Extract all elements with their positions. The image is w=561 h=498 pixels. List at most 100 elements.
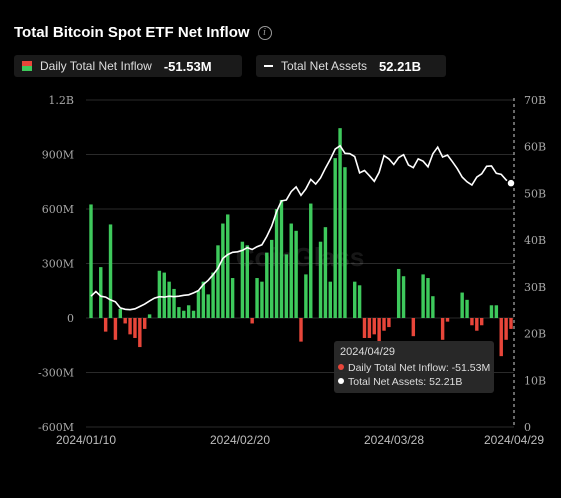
inflow-bar	[103, 318, 108, 332]
inflow-bar	[250, 318, 254, 324]
left-tick-label: 0	[67, 312, 74, 325]
inflow-bar	[133, 318, 137, 338]
inflow-bar	[196, 290, 201, 318]
inflow-bar	[182, 310, 186, 318]
x-axis: 2024/01/10 2024/02/20 2024/03/28 2024/04/29	[56, 433, 544, 447]
tooltip: 2024/04/29 Daily Total Net Inflow: -51.5…	[334, 341, 494, 393]
inflow-bar	[206, 294, 210, 318]
hover-point	[506, 178, 516, 188]
right-tick-label: 20B	[524, 328, 546, 341]
inflow-bar	[362, 318, 367, 338]
inflow-bar	[123, 318, 127, 324]
inflow-bar	[494, 305, 499, 318]
inflow-bar	[445, 318, 450, 322]
inflow-bar	[284, 254, 289, 318]
tooltip-inflow: Daily Total Net Inflow: -51.53M	[348, 362, 490, 374]
x-tick-label: 2024/04/29	[484, 433, 544, 447]
inflow-bar	[426, 278, 430, 318]
left-tick-label: -300M	[38, 367, 74, 380]
inflow-bar	[201, 281, 206, 318]
inflow-bar	[377, 318, 381, 344]
inflow-bar	[338, 128, 342, 318]
inflow-bar	[274, 209, 279, 318]
inflow-bar	[504, 318, 508, 340]
right-tick-label: 30B	[524, 281, 546, 294]
legend-inflow[interactable]: Daily Total Net Inflow -51.53M	[14, 55, 242, 77]
right-tick-label: 50B	[524, 187, 546, 200]
tooltip-assets: Total Net Assets: 52.21B	[348, 376, 462, 388]
inflow-bar	[245, 245, 249, 318]
inflow-bar	[460, 292, 464, 318]
right-tick-label: 10B	[524, 374, 546, 387]
inflow-bar	[479, 318, 484, 326]
inflow-bar	[172, 288, 176, 318]
right-tick-label: 60B	[524, 141, 546, 154]
x-tick-label: 2024/01/10	[56, 433, 116, 447]
x-tick-label: 2024/03/28	[364, 433, 424, 447]
inflow-bar	[475, 318, 479, 331]
inflow-bar	[157, 270, 162, 318]
left-tick-label: 300M	[42, 258, 74, 271]
inflow-bar	[343, 167, 347, 318]
inflow-bar	[357, 285, 362, 318]
inflow-bars	[89, 128, 513, 357]
inflow-bar	[367, 318, 372, 338]
inflow-bar	[240, 241, 245, 318]
inflow-bar	[289, 223, 293, 318]
left-tick-label: -600M	[38, 421, 74, 434]
inflow-bar	[108, 224, 113, 318]
inflow-bar	[294, 230, 298, 318]
inflow-swatch-icon	[22, 61, 32, 71]
tooltip-date: 2024/04/29	[340, 346, 395, 358]
chart-title: Total Bitcoin Spot ETF Net Inflow	[14, 24, 250, 41]
left-tick-label: 600M	[42, 203, 74, 216]
inflow-bar	[265, 252, 269, 318]
left-tick-label: 1.2B	[48, 94, 74, 107]
inflow-bar	[279, 199, 284, 318]
inflow-bar	[191, 310, 196, 318]
inflow-bar	[353, 281, 357, 318]
inflow-bar	[382, 318, 386, 331]
inflow-bar	[211, 272, 215, 318]
line-swatch-icon	[264, 65, 273, 67]
inflow-bar	[260, 281, 264, 318]
inflow-bar	[309, 203, 313, 318]
inflow-bar	[99, 267, 103, 318]
inflow-bar	[138, 318, 142, 348]
inflow-bar	[440, 318, 445, 340]
inflow-bar	[216, 245, 220, 318]
inflow-bar	[255, 278, 259, 318]
right-tick-label: 40B	[524, 234, 546, 247]
inflow-bar	[113, 318, 118, 340]
inflow-bar	[421, 274, 425, 318]
left-axis: -600M -300M 0 300M 600M 900M 1.2B	[38, 94, 74, 434]
inflow-bar	[470, 318, 474, 326]
right-axis: 0 10B 20B 30B 40B 50B 60B 70B	[524, 94, 546, 434]
inflow-bar	[230, 278, 235, 318]
inflow-bar	[333, 158, 337, 318]
inflow-bar	[318, 241, 323, 318]
right-tick-label: 0	[524, 421, 531, 434]
inflow-bar	[411, 318, 416, 337]
inflow-bar	[304, 274, 308, 318]
left-tick-label: 900M	[42, 149, 74, 162]
legend-assets[interactable]: Total Net Assets 52.21B	[256, 55, 446, 77]
inflow-bar	[299, 318, 303, 342]
tooltip-assets-dot-icon	[338, 378, 344, 384]
inflow-bar	[177, 307, 181, 318]
inflow-bar	[89, 204, 93, 318]
inflow-bar	[431, 296, 435, 318]
legend-assets-value: 52.21B	[379, 58, 421, 74]
inflow-bar	[269, 239, 274, 318]
inflow-bar	[118, 308, 123, 318]
info-icon[interactable]: i	[257, 25, 272, 40]
inflow-bar	[147, 314, 152, 318]
inflow-bar	[372, 318, 376, 335]
legend-assets-label: Total Net Assets	[281, 59, 368, 73]
inflow-bar	[499, 318, 503, 357]
title-row: Total Bitcoin Spot ETF Net Inflow i	[14, 24, 272, 41]
inflow-bar	[387, 318, 391, 328]
inflow-bar	[465, 299, 469, 318]
